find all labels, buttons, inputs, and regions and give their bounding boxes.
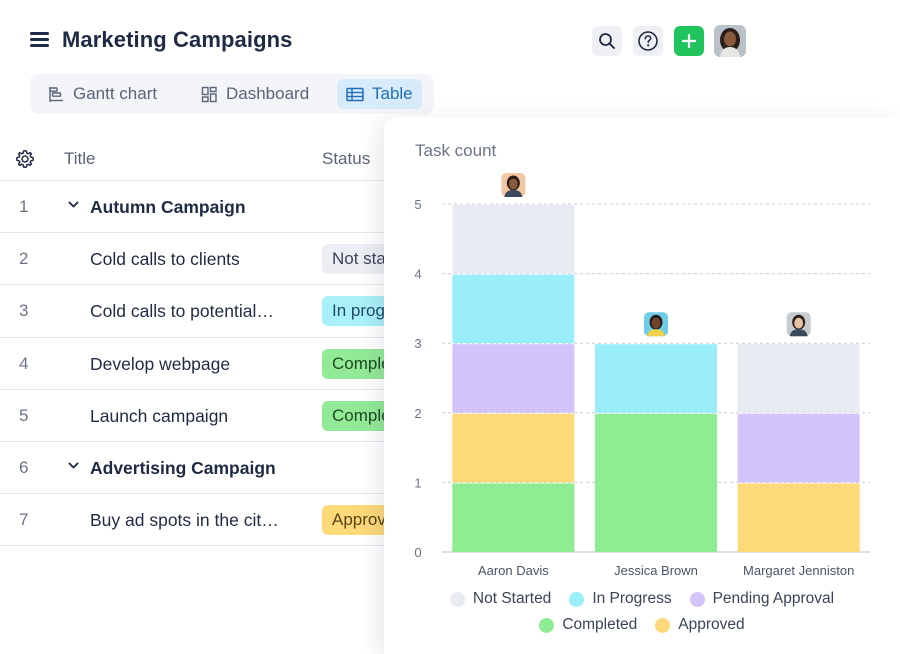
chevron-down-icon[interactable] [68, 462, 79, 470]
task-table: Title Status 1 Autumn Campaign 2 Cold calls… [0, 134, 402, 547]
menu-icon[interactable] [30, 32, 49, 48]
group-row[interactable]: 1 Autumn Campaign [0, 181, 400, 234]
legend-label: Approved [678, 616, 745, 633]
legend-swatch [655, 617, 671, 633]
row-number: 6 [19, 457, 29, 477]
help-icon [638, 31, 658, 51]
y-tick-label: 4 [414, 267, 421, 282]
group-title[interactable]: Autumn Campaign [90, 197, 246, 217]
y-tick-label: 3 [414, 336, 421, 351]
column-header-title[interactable]: Title [64, 149, 96, 168]
y-tick-label: 1 [414, 475, 421, 490]
row-number: 5 [19, 405, 29, 425]
legend-row: Completed Approved [384, 616, 900, 634]
legend-swatch [689, 591, 705, 607]
page-header: Marketing Campaigns [0, 0, 900, 80]
row-number: 4 [19, 353, 29, 373]
legend-item[interactable]: Approved [655, 616, 745, 634]
column-header-status[interactable]: Status [322, 149, 371, 168]
help-button[interactable] [633, 26, 663, 56]
y-tick-label: 2 [414, 406, 421, 421]
legend-swatch [449, 591, 465, 607]
bar-segment[interactable] [737, 413, 860, 483]
legend-item[interactable]: Pending Approval [689, 590, 835, 608]
bar-segment[interactable] [452, 344, 575, 413]
chart-title: Task count [415, 141, 497, 160]
bar-segment[interactable] [595, 413, 717, 552]
task-title[interactable]: Cold calls to potential… [90, 301, 274, 322]
bar-segment[interactable] [595, 344, 717, 413]
tab-dashboard[interactable]: Dashboard [192, 79, 318, 109]
table-body: 1 Autumn Campaign 2 Cold calls to clients No… [0, 181, 402, 547]
x-tick-label: Jessica Brown [614, 563, 698, 578]
x-tick-label: Margaret Jenniston [743, 563, 854, 578]
x-tick-label: Aaron Davis [478, 563, 549, 578]
plus-icon [681, 33, 697, 49]
table-header: Title Status [0, 134, 400, 181]
legend-label: In Progress [592, 590, 672, 607]
search-button[interactable] [592, 26, 622, 56]
legend-item[interactable]: In Progress [569, 590, 672, 608]
tab-gantt-chart[interactable]: Gantt chart [39, 79, 166, 109]
chart-legend: Not Started In Progress Pending Approval Co… [384, 590, 900, 642]
bar-segment[interactable] [452, 274, 575, 344]
bar-segment[interactable] [452, 483, 575, 552]
legend-label: Pending Approval [712, 590, 835, 607]
row-number: 3 [19, 301, 29, 321]
row-number: 1 [19, 197, 29, 216]
y-tick-label: 0 [414, 545, 421, 560]
tab-table[interactable]: Table [337, 79, 422, 109]
task-title[interactable]: Cold calls to clients [90, 249, 240, 270]
user-avatar[interactable] [714, 25, 746, 57]
task-count-chart: 0 1 2 3 4 5 Aaron Davis Jessica Brown Margaret J… [414, 173, 870, 578]
bar-segment[interactable] [452, 205, 575, 274]
task-title[interactable]: Develop webpage [90, 353, 231, 374]
table-icon [346, 87, 364, 101]
legend-swatch [569, 591, 585, 607]
avatar [501, 173, 526, 197]
view-tabs: Gantt chart Dashboard Table [30, 74, 434, 114]
page-title: Marketing Campaigns [62, 27, 293, 52]
search-icon [599, 33, 615, 49]
bar-segment[interactable] [452, 413, 575, 483]
tab-gantt-chart-label: Gantt chart [73, 84, 158, 103]
legend-row: Not Started In Progress Pending Approval [384, 590, 900, 608]
y-tick-label: 5 [414, 197, 421, 212]
row-number: 7 [19, 510, 29, 530]
gantt-icon [49, 86, 63, 102]
bar-segment[interactable] [737, 344, 860, 413]
tab-table-label: Table [372, 84, 413, 103]
group-title[interactable]: Advertising Campaign [90, 457, 276, 478]
legend-item[interactable]: Not Started [449, 590, 552, 608]
task-title[interactable]: Buy ad spots in the cit… [90, 510, 279, 531]
task-count-chart-panel: Task count 0 1 2 3 4 5 Aaron Davis Jessica Brow… [384, 117, 900, 654]
group-row[interactable]: 6 Advertising Campaign [0, 442, 400, 495]
avatar [786, 312, 811, 337]
gear-icon[interactable] [15, 149, 35, 169]
bar-segment[interactable] [737, 483, 860, 552]
legend-label: Not Started [472, 590, 552, 607]
legend-label: Completed [562, 616, 638, 633]
avatar [644, 312, 668, 337]
legend-swatch [539, 617, 555, 633]
table-row[interactable]: 7 Buy ad spots in the cit… Approved [0, 494, 402, 547]
tab-dashboard-label: Dashboard [226, 84, 310, 103]
add-button[interactable] [674, 26, 704, 56]
dashboard-icon [201, 86, 217, 102]
legend-item[interactable]: Completed [539, 616, 637, 634]
chevron-down-icon[interactable] [68, 201, 79, 209]
row-number: 2 [19, 249, 29, 269]
task-title[interactable]: Launch campaign [90, 405, 229, 426]
